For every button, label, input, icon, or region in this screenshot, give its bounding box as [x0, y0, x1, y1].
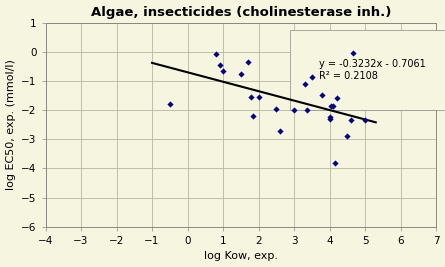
Point	[361, 118, 368, 123]
Point	[303, 108, 310, 112]
Point	[326, 117, 333, 121]
Point	[216, 63, 223, 67]
Title: Algae, insecticides (cholinesterase inh.): Algae, insecticides (cholinesterase inh.…	[91, 6, 391, 18]
Point	[308, 74, 316, 79]
Point	[237, 72, 244, 76]
Point	[332, 160, 339, 165]
Point	[219, 69, 227, 73]
Point	[291, 108, 298, 112]
Point	[319, 93, 326, 98]
Point	[255, 95, 262, 99]
Point	[244, 60, 251, 64]
Point	[349, 51, 356, 55]
Point	[328, 104, 335, 108]
Point	[273, 107, 280, 111]
Point	[344, 134, 351, 139]
Point	[333, 96, 340, 101]
Point	[248, 95, 255, 99]
Point	[326, 115, 333, 120]
Point	[348, 118, 355, 123]
Point	[212, 52, 219, 56]
Point	[330, 104, 337, 108]
Point	[301, 82, 308, 86]
X-axis label: log Kow, exp.: log Kow, exp.	[204, 252, 278, 261]
Y-axis label: log EC50, exp. (mmol/l): log EC50, exp. (mmol/l)	[5, 59, 16, 190]
Point	[166, 102, 174, 106]
Text: y = -0.3232x - 0.7061
R² = 0.2108: y = -0.3232x - 0.7061 R² = 0.2108	[319, 59, 426, 81]
Point	[250, 114, 257, 118]
Point	[276, 128, 283, 133]
